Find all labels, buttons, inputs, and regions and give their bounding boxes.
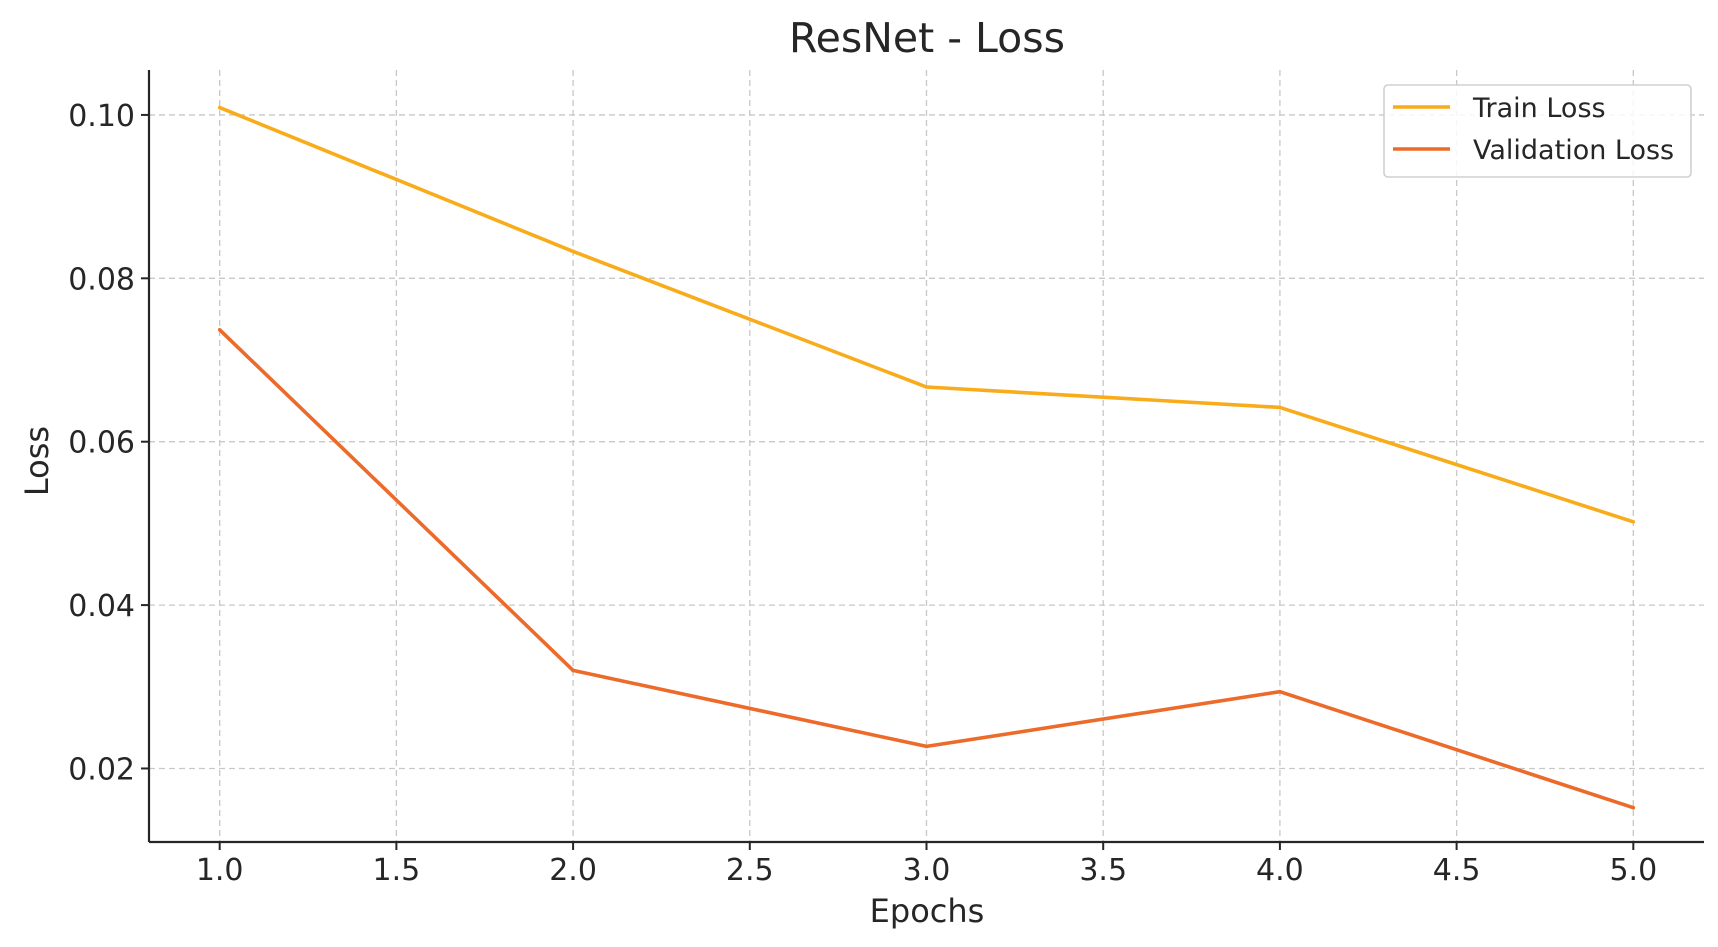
x-tick-label-1: 1.5 (373, 853, 421, 888)
data-point-validation-loss-1 (571, 668, 575, 673)
x-tick-label-0: 1.0 (196, 853, 244, 888)
data-point-validation-loss-4 (1631, 805, 1636, 810)
legend-frame (1383, 84, 1692, 178)
x-tick-label-6: 4.0 (1256, 853, 1304, 888)
data-point-validation-loss-3 (1278, 689, 1282, 694)
data-point-validation-loss-0 (217, 327, 222, 332)
x-tick-label-2: 2.0 (549, 853, 597, 888)
data-point-validation-loss-2 (924, 744, 929, 749)
y-axis-label: Loss (18, 426, 56, 496)
chart-title: ResNet - Loss (789, 14, 1065, 62)
data-point-train-loss-0 (217, 105, 222, 110)
data-point-train-loss-2 (924, 385, 929, 389)
x-tick-label-3: 2.5 (726, 853, 774, 888)
x-tick-label-7: 4.5 (1433, 853, 1481, 888)
y-tick-label-2: 0.06 (68, 426, 135, 461)
legend-label-validation: Validation Loss (1473, 135, 1674, 166)
x-axis-label: Epochs (870, 892, 985, 930)
legend-label-train: Train Loss (1472, 93, 1606, 124)
x-tick-label-4: 3.0 (903, 853, 951, 888)
data-point-train-loss-4 (1631, 519, 1636, 524)
x-tick-label-5: 3.5 (1079, 853, 1127, 888)
grid (149, 70, 1704, 842)
axes (141, 70, 1704, 850)
y-tick-label-1: 0.04 (68, 589, 135, 624)
y-tick-label-0: 0.02 (68, 752, 135, 787)
y-tick-label-4: 0.10 (68, 99, 135, 134)
x-tick-label-8: 5.0 (1609, 853, 1657, 888)
data-point-train-loss-3 (1278, 405, 1282, 410)
series-lines (217, 105, 1636, 810)
legend: Train Loss Validation Loss (1383, 84, 1692, 178)
tick-labels: 1.0 1.5 2.0 2.5 3.0 3.5 4.0 4.5 5.0 0.02 0.04 0.06 0… (68, 99, 1657, 888)
y-tick-label-3: 0.08 (68, 262, 135, 297)
data-point-train-loss-1 (571, 249, 575, 254)
